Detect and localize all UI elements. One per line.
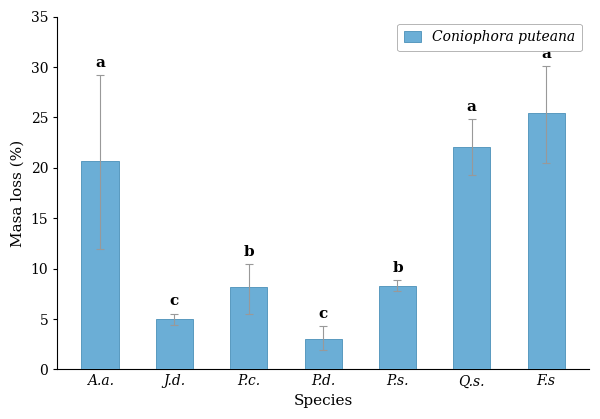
Text: b: b (244, 245, 254, 259)
Bar (527, 114, 565, 370)
Bar (156, 319, 193, 370)
Bar (379, 286, 416, 370)
Text: c: c (170, 295, 179, 308)
Text: a: a (467, 101, 477, 114)
Text: a: a (95, 56, 105, 70)
Text: c: c (319, 307, 328, 321)
Bar (305, 339, 341, 370)
Bar (230, 287, 268, 370)
Text: b: b (392, 261, 403, 275)
Bar (453, 147, 490, 370)
Legend: Coniophora puteana: Coniophora puteana (397, 23, 582, 52)
X-axis label: Species: Species (293, 394, 353, 408)
Text: a: a (541, 47, 551, 61)
Bar (82, 161, 119, 370)
Y-axis label: Masa loss (%): Masa loss (%) (11, 140, 25, 247)
